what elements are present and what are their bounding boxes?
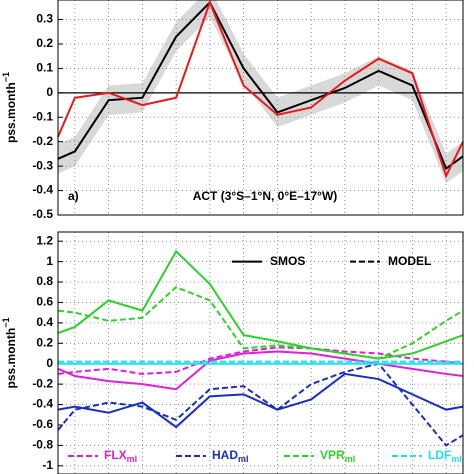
y-tick-label: 0.2	[36, 36, 53, 50]
y-tick-label: -0.1	[32, 109, 53, 123]
y-tick-label: -0.6	[32, 417, 53, 431]
legend-label: VPRml	[320, 448, 355, 464]
legend-label: LDFml	[428, 448, 462, 464]
legend-label: HADml	[212, 448, 249, 464]
legend-name: HAD	[212, 448, 238, 462]
legend-name: FLX	[104, 448, 127, 462]
y-axis-label-sup: −1	[1, 72, 11, 82]
y-axis-label: pss.month−1	[1, 318, 18, 389]
y-tick-label: 0.1	[36, 61, 53, 75]
y-axis-label-sup: −1	[1, 318, 11, 328]
y-tick-label: 0.2	[36, 335, 53, 349]
line-smos	[57, 350, 464, 391]
legend-label: FLXml	[104, 448, 137, 464]
legend-sub: ml	[238, 454, 249, 464]
y-axis-label: pss.month−1	[1, 72, 18, 143]
plot-frame	[57, 0, 464, 216]
y-tick-label: -0.8	[32, 438, 53, 452]
line	[57, 0, 464, 179]
line-model	[57, 346, 464, 375]
y-tick-label: -0.2	[32, 134, 53, 148]
legend-label: SMOS	[270, 254, 305, 268]
legend-label: MODEL	[388, 254, 431, 268]
legend-sub: ml	[345, 454, 356, 464]
plot-frame	[57, 231, 464, 474]
y-tick-label: -0.3	[32, 158, 53, 172]
y-tick-label: -0.2	[32, 376, 53, 390]
panel-label: a)	[68, 189, 79, 203]
legend-sub: ml	[127, 454, 138, 464]
y-tick-label: 0.8	[36, 274, 53, 288]
legend-sub: ml	[451, 454, 462, 464]
y-axis-label-text: pss.month	[4, 328, 18, 389]
line-smos	[57, 372, 464, 429]
line-model	[57, 362, 464, 447]
y-tick-label: 0	[46, 85, 53, 99]
y-tick-label: 0.4	[36, 315, 53, 329]
legend-name: LDF	[428, 448, 451, 462]
y-tick-label: -0.4	[32, 397, 53, 411]
y-tick-label: 0.3	[36, 12, 53, 26]
legend-name: VPR	[320, 448, 345, 462]
y-tick-label: 1.2	[36, 233, 53, 247]
y-tick-label: -0.5	[32, 207, 53, 221]
y-tick-label: 0	[46, 356, 53, 370]
y-tick-label: 0.6	[36, 295, 53, 309]
line	[57, 0, 464, 171]
y-tick-label: -0.4	[32, 183, 53, 197]
y-axis-label-text: pss.month	[4, 82, 18, 143]
y-tick-label: 1	[46, 254, 53, 268]
line-smos	[57, 249, 464, 360]
line-model	[57, 285, 464, 360]
y-tick-label: -1	[42, 458, 53, 472]
panel-title: ACT (3°S–1°N, 0°E–17°W)	[193, 189, 338, 203]
